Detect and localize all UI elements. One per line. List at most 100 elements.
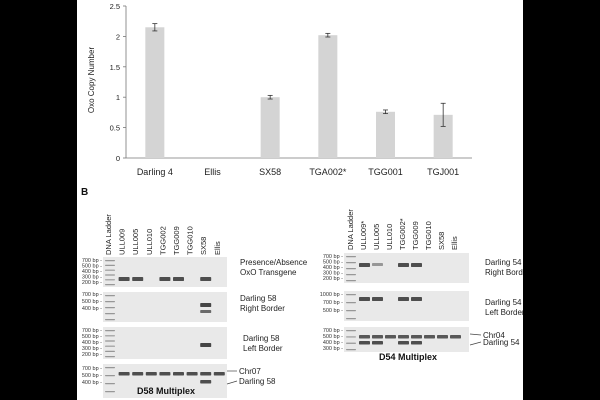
right-lane-label: SX58	[437, 232, 446, 250]
right-lane-label: TGG009	[411, 221, 420, 250]
right-lane-label: TGG002*	[398, 218, 407, 250]
ladder-band	[105, 340, 115, 342]
ladder-band	[346, 274, 356, 276]
left-lane-label: TGG010	[186, 226, 195, 255]
ladder-band	[105, 260, 115, 262]
y-tick-label: 2	[116, 32, 120, 41]
ladder-size-label: 400 bp -	[82, 306, 102, 312]
ladder-size-label: 200 bp -	[82, 352, 102, 358]
gel-band	[159, 277, 171, 281]
right-row2-label-line1: Darling 54	[485, 298, 522, 307]
x-tick-label: Darling 4	[137, 167, 173, 177]
ladder-size-label: 400 bp -	[82, 340, 102, 346]
gel-band	[359, 335, 370, 339]
ladder-band	[105, 301, 115, 303]
gel-band	[372, 335, 383, 339]
right-row1-label-line2: Right Border	[485, 268, 523, 277]
ladder-size-label: 200 bp -	[82, 280, 102, 286]
gel-band	[372, 341, 383, 345]
ladder-band	[105, 383, 115, 385]
ladder-band	[346, 268, 356, 270]
gel-band	[411, 263, 422, 267]
x-tick-label: TGJ001	[427, 167, 459, 177]
gel-band	[359, 341, 370, 345]
ladder-size-label: 200 bp -	[323, 276, 343, 282]
ladder-size-label: 500 bp -	[82, 264, 102, 270]
left-chr07-label: Chr07	[239, 367, 261, 376]
ladder-size-label: 500 bp -	[323, 334, 343, 340]
ladder-band	[346, 318, 356, 320]
right-darling54-pointer	[469, 341, 482, 346]
ladder-size-label: 700 bp -	[323, 300, 343, 306]
ladder-band	[105, 345, 115, 347]
gel-images	[103, 253, 469, 398]
ladder-size-label: 700 bp -	[82, 366, 102, 372]
left-row3-label-line1: Darling 58	[243, 334, 280, 343]
gel-band	[118, 372, 130, 376]
right-chr04-label: Chr04	[483, 331, 505, 340]
right-row2-label-line2: Left Border	[485, 308, 523, 317]
right-lane-label: TGG010	[424, 221, 433, 250]
y-tick-label: 1.5	[110, 63, 120, 72]
bar	[260, 97, 280, 158]
y-axis-label: Oxo Copy Number	[87, 47, 96, 114]
left-row3-label-line2: Left Border	[243, 344, 283, 353]
bar-chart: Oxo Copy Number 0 0.5 1 1.5 2 2.5 Darling 4 El…	[87, 2, 472, 177]
gel-band	[359, 263, 370, 267]
ladder-size-label: 300 bp -	[323, 346, 343, 352]
ladder-band	[346, 342, 356, 344]
gel-band	[372, 297, 383, 301]
ladder-size-label: 400 bp -	[82, 269, 102, 275]
left-lane-label: DNA Ladder	[104, 214, 113, 255]
ladder-size-label: 700 bp -	[82, 292, 102, 298]
gel-band	[385, 335, 396, 339]
left-lane-label: SX58	[199, 237, 208, 255]
ladder-band	[105, 335, 115, 337]
gel-band	[411, 341, 422, 345]
gel-band	[186, 372, 198, 376]
ladder-size-label: 500 bp -	[82, 373, 102, 379]
gel-band	[173, 372, 184, 376]
ladder-band	[105, 295, 115, 297]
right-chr04-pointer	[469, 333, 482, 336]
gel-band	[424, 335, 435, 339]
gel-band	[200, 303, 212, 307]
left-row1-label-line1: Presence/Absence	[240, 258, 308, 267]
x-tick-labels: Darling 4 Ellis SX58 TGA002* TGG001 TGJ001	[137, 167, 459, 177]
y-tick-label: 1	[116, 93, 120, 102]
left-darling58-label: Darling 58	[239, 377, 276, 386]
ladder-size-label: 700 bp -	[82, 258, 102, 264]
right-darling54-label: Darling 54	[483, 338, 520, 347]
ladder-size-label: 1000 bp -	[320, 292, 343, 298]
ladder-band	[346, 294, 356, 296]
left-lane-label: ULL005	[131, 229, 140, 255]
gel-band	[398, 263, 409, 267]
gel-band	[159, 372, 171, 376]
bar	[318, 35, 338, 158]
right-lane-label: ULL010	[385, 224, 394, 250]
left-multiplex-title: D58 Multiplex	[137, 386, 195, 396]
gel-band	[118, 277, 130, 281]
ladder-band	[346, 330, 356, 332]
ladder-size-label: 700 bp -	[82, 328, 102, 334]
right-gel-right-border	[344, 253, 469, 283]
gel-band	[437, 335, 448, 339]
ladder-band	[346, 336, 356, 338]
right-row1-label-line1: Darling 54	[485, 258, 522, 267]
left-lane-label: ULL009	[118, 229, 127, 255]
ladder-band	[346, 349, 356, 351]
left-row2-label-line1: Darling 58	[240, 294, 277, 303]
ladder-size-label: 300 bp -	[82, 346, 102, 352]
gel-band	[132, 277, 144, 281]
gel-band	[213, 372, 225, 376]
gel-band	[372, 263, 383, 266]
x-tick-label: SX58	[259, 167, 281, 177]
ladder-band	[105, 269, 115, 271]
left-lane-label: TGG002	[158, 226, 167, 255]
ladder-size-label: 400 bp -	[323, 340, 343, 346]
ladder-band	[105, 375, 115, 377]
ladder-size-label: 500 bp -	[82, 299, 102, 305]
x-tick-label: Ellis	[204, 167, 221, 177]
ladder-band	[105, 330, 115, 332]
ladder-size-label: 300 bp -	[323, 271, 343, 277]
